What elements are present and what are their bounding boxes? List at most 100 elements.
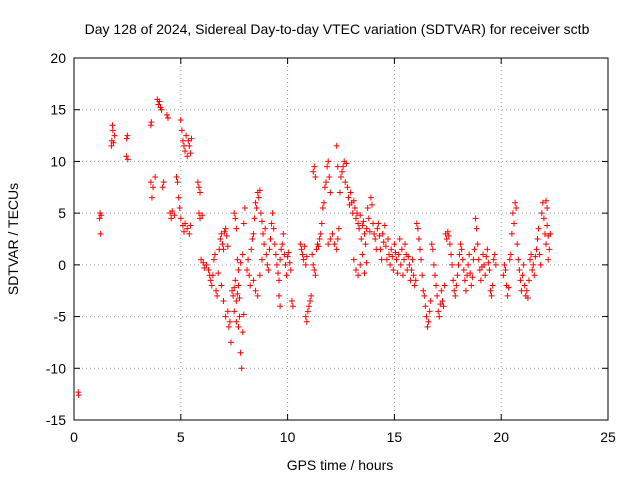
data-point — [238, 365, 245, 372]
data-point — [544, 204, 551, 211]
data-point — [256, 272, 263, 279]
data-point — [174, 179, 181, 186]
data-point — [152, 173, 159, 180]
data-point — [406, 261, 413, 268]
data-point — [303, 318, 310, 325]
data-point — [220, 246, 227, 253]
data-point — [286, 259, 293, 266]
data-point — [383, 256, 390, 263]
data-point — [520, 261, 527, 268]
data-point — [124, 132, 131, 139]
data-point — [391, 241, 398, 248]
data-point — [111, 132, 118, 139]
data-point — [327, 236, 334, 242]
data-point — [440, 303, 447, 310]
data-point — [438, 287, 445, 294]
data-point — [108, 142, 115, 149]
data-point — [272, 251, 279, 258]
data-point — [219, 241, 226, 248]
data-point — [378, 256, 385, 263]
data-point — [421, 292, 428, 299]
data-point — [422, 303, 429, 310]
data-point — [252, 287, 259, 294]
data-point — [415, 236, 422, 242]
data-point — [411, 282, 418, 289]
data-point — [148, 119, 155, 126]
data-point — [279, 241, 286, 248]
data-point — [427, 298, 434, 305]
data-point — [208, 282, 215, 289]
data-point — [222, 313, 229, 320]
data-point — [453, 282, 460, 289]
data-point — [531, 272, 538, 279]
data-point — [445, 232, 452, 239]
data-point — [274, 270, 281, 277]
data-point — [181, 142, 188, 149]
data-point — [501, 261, 508, 268]
data-point — [472, 215, 479, 222]
data-point — [123, 135, 130, 142]
data-point — [307, 298, 314, 305]
data-point — [356, 225, 363, 232]
data-point — [365, 215, 372, 222]
data-point — [264, 261, 271, 268]
data-point — [218, 282, 225, 289]
data-point — [407, 277, 414, 284]
data-point — [508, 230, 515, 237]
data-point — [436, 313, 443, 320]
data-point — [75, 392, 82, 399]
data-point — [320, 199, 327, 206]
data-point — [177, 215, 184, 222]
data-point — [283, 272, 290, 279]
data-point — [392, 249, 399, 256]
data-point — [511, 220, 518, 227]
data-point — [277, 256, 284, 263]
data-point — [465, 261, 472, 268]
data-point — [454, 272, 461, 279]
data-point — [265, 267, 272, 274]
data-point — [235, 323, 242, 330]
data-point — [492, 261, 499, 268]
data-point — [374, 225, 381, 232]
data-point — [393, 256, 400, 263]
data-point — [315, 243, 322, 250]
data-point — [539, 199, 546, 206]
data-point — [303, 253, 310, 260]
data-point — [339, 168, 346, 175]
data-point — [156, 98, 163, 105]
data-point — [96, 215, 103, 222]
data-point — [443, 236, 450, 242]
data-point — [480, 251, 487, 258]
data-point — [277, 303, 284, 310]
data-point — [517, 277, 524, 284]
data-point — [457, 241, 464, 248]
data-point — [310, 261, 317, 268]
data-point — [547, 230, 554, 237]
data-point — [473, 225, 480, 232]
data-point — [518, 287, 525, 294]
data-point — [182, 220, 189, 227]
data-point — [368, 201, 375, 208]
data-point — [263, 251, 270, 258]
data-point — [462, 287, 469, 294]
data-point — [232, 277, 239, 284]
data-point — [178, 127, 185, 134]
data-point — [229, 287, 236, 294]
data-point — [158, 106, 165, 113]
data-point — [488, 292, 495, 299]
data-point — [381, 222, 388, 229]
data-point — [500, 272, 507, 279]
data-point — [247, 282, 254, 289]
data-point — [545, 256, 552, 263]
data-point — [311, 163, 318, 170]
data-point — [367, 194, 374, 201]
data-point — [195, 184, 202, 191]
data-point — [464, 272, 471, 279]
y-axis-label: SDTVAR / TECUs — [5, 183, 21, 295]
data-point — [475, 256, 482, 263]
data-point — [388, 246, 395, 253]
data-point — [481, 261, 488, 268]
data-point — [187, 150, 194, 157]
data-point — [431, 272, 438, 279]
y-tick-label: -15 — [46, 412, 66, 428]
